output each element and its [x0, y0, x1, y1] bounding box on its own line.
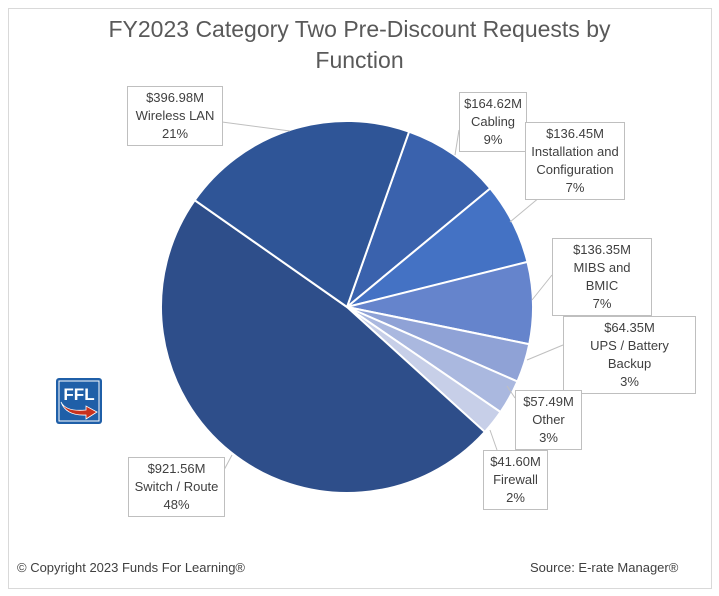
- data-label-other: $57.49M Other 3%: [515, 390, 582, 450]
- label-percent: 48%: [163, 497, 190, 512]
- label-percent: 2%: [506, 490, 525, 505]
- title-line-2: Function: [315, 47, 404, 73]
- label-name: Wireless LAN: [135, 108, 215, 123]
- leader-line-wireless: [221, 121, 291, 132]
- data-label-ups: $64.35M UPS / Battery Backup 3%: [563, 316, 696, 394]
- label-name: MIBS and BMIC: [573, 260, 631, 293]
- chart-border: [8, 8, 712, 589]
- data-label-firewall: $41.60M Firewall 2%: [483, 450, 548, 510]
- data-label-mibs: $136.35M MIBS and BMIC 7%: [552, 238, 652, 316]
- label-percent: 3%: [620, 374, 639, 389]
- label-value: $136.45M: [546, 126, 604, 141]
- label-percent: 3%: [539, 430, 558, 445]
- pie-slice-wireless-lan: [193, 120, 411, 309]
- leader-line-firewall: [489, 429, 498, 451]
- label-value: $57.49M: [523, 394, 574, 409]
- label-percent: 9%: [483, 132, 503, 147]
- label-name: Firewall: [493, 472, 538, 487]
- data-label-cabling: $164.62M Cabling 9%: [459, 92, 527, 152]
- label-percent: 7%: [565, 180, 585, 195]
- label-name: Cabling: [470, 114, 516, 129]
- label-name: Installation and Configuration: [531, 144, 619, 177]
- pie-slice-switch-route: [160, 198, 487, 494]
- label-percent: 7%: [592, 296, 612, 311]
- ffl-logo: FFL: [56, 378, 102, 424]
- label-value: $41.60M: [490, 454, 541, 469]
- copyright-text: © Copyright 2023 Funds For Learning®: [17, 560, 246, 575]
- label-value: $396.98M: [146, 90, 204, 105]
- label-name: Other: [532, 412, 565, 427]
- label-value: $921.56M: [147, 461, 206, 476]
- label-percent: 21%: [161, 126, 189, 141]
- title-line-1: FY2023 Category Two Pre-Discount Request…: [108, 16, 611, 42]
- source-text: Source: E-rate Manager®: [530, 560, 679, 575]
- leader-line-switch: [223, 454, 233, 471]
- leader-line-ups: [526, 344, 564, 361]
- leader-line-mibs: [531, 274, 553, 301]
- label-name: Switch / Route: [134, 479, 219, 494]
- chart-title: FY2023 Category Two Pre-Discount Request…: [0, 14, 719, 76]
- label-value: $64.35M: [604, 320, 655, 335]
- data-label-installation: $136.45M Installation and Configuration …: [525, 122, 625, 200]
- leader-line-installation: [509, 196, 541, 223]
- leader-lines: [221, 121, 564, 471]
- svg-text:FFL: FFL: [63, 385, 94, 404]
- label-value: $164.62M: [464, 96, 522, 111]
- label-value: $136.35M: [573, 242, 631, 257]
- data-label-switch-route: $921.56M Switch / Route 48%: [128, 457, 225, 517]
- pie-slice-cabling: [344, 130, 492, 311]
- label-name: UPS / Battery Backup: [590, 338, 669, 371]
- leader-line-other: [506, 385, 516, 399]
- data-label-wireless-lan: $396.98M Wireless LAN 21%: [127, 86, 223, 146]
- leader-line-cabling: [454, 129, 460, 156]
